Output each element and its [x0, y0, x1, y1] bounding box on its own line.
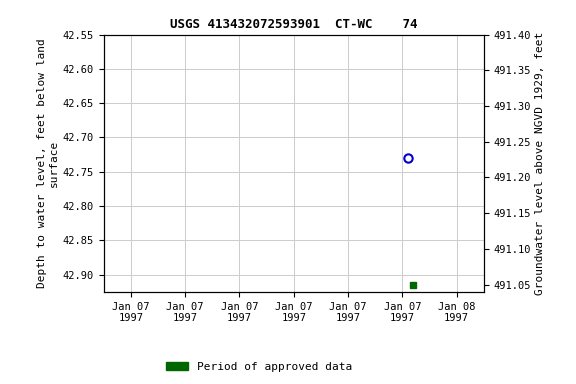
Legend: Period of approved data: Period of approved data [162, 358, 357, 377]
Y-axis label: Depth to water level, feet below land
surface: Depth to water level, feet below land su… [37, 38, 59, 288]
Y-axis label: Groundwater level above NGVD 1929, feet: Groundwater level above NGVD 1929, feet [535, 31, 545, 295]
Title: USGS 413432072593901  CT-WC    74: USGS 413432072593901 CT-WC 74 [170, 18, 418, 31]
